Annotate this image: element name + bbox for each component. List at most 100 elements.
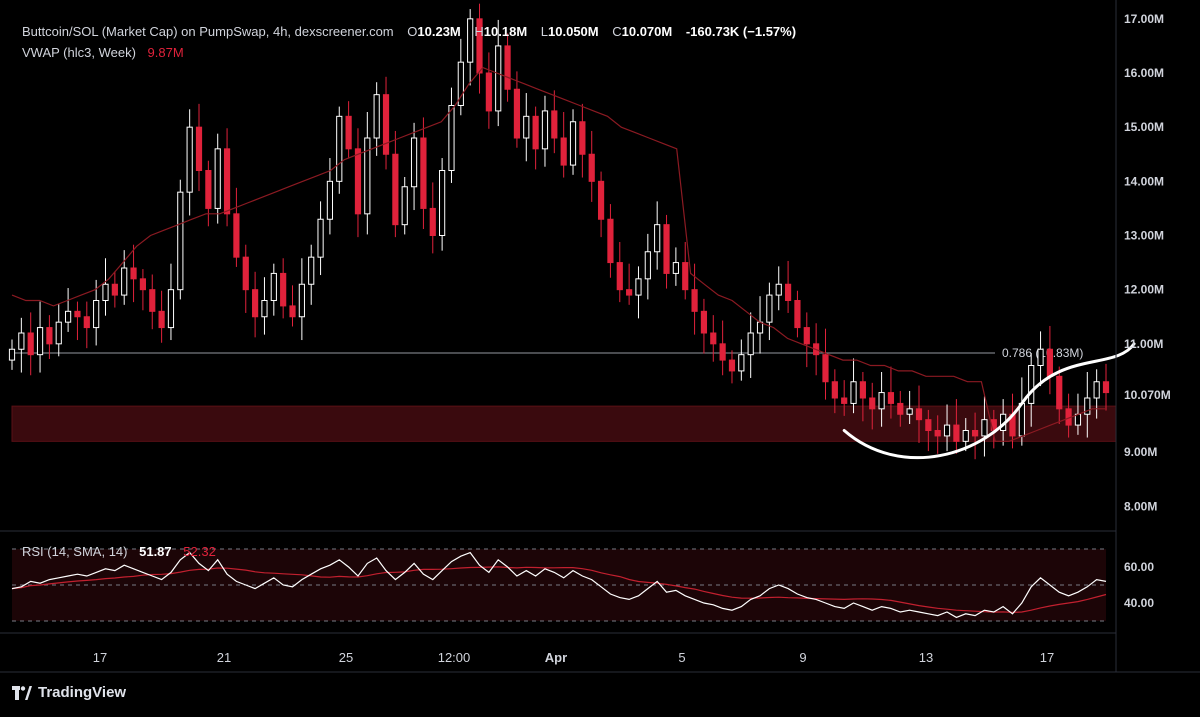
candle[interactable] [915,385,923,443]
candle[interactable] [401,177,408,235]
candle[interactable] [738,339,745,381]
rsi-legend-row[interactable]: RSI (14, SMA, 14) 51.87 52.32 [22,544,216,559]
candle[interactable] [869,382,876,430]
candle[interactable] [672,247,679,286]
candle[interactable] [747,312,754,378]
candle[interactable] [504,33,511,102]
candle[interactable] [803,312,810,368]
candle[interactable] [448,87,455,183]
candle[interactable] [149,274,156,330]
candle[interactable] [46,315,53,359]
candle[interactable] [654,201,661,270]
candle[interactable] [794,290,801,338]
candle[interactable] [953,399,960,454]
candle[interactable] [317,201,324,276]
candle[interactable] [186,109,193,216]
candle[interactable] [410,122,418,211]
candle[interactable] [102,258,109,316]
candle[interactable] [710,315,717,362]
candle[interactable] [579,103,586,178]
candle[interactable] [943,404,951,452]
candle[interactable] [485,52,492,129]
candle[interactable] [1084,372,1091,438]
candle[interactable] [177,179,184,300]
candles[interactable] [8,3,1110,460]
candle[interactable] [205,160,212,227]
candle[interactable] [663,214,670,289]
candle[interactable] [439,158,446,251]
candle[interactable] [850,358,857,414]
candle[interactable] [513,71,521,148]
candle[interactable] [971,412,979,460]
candle[interactable] [111,271,118,308]
candle[interactable] [766,282,773,341]
candle[interactable] [626,263,633,305]
chart-legend-row[interactable]: Buttcoin/SOL (Market Cap) on PumpSwap, 4… [22,24,796,39]
rounded-bottom-curve[interactable] [842,342,1136,460]
candle[interactable] [167,263,175,341]
candle[interactable] [784,260,792,313]
candle[interactable] [597,171,605,238]
candle[interactable] [93,279,100,346]
candle[interactable] [682,242,689,300]
candle[interactable] [728,350,736,384]
candle[interactable] [36,301,44,373]
candle[interactable] [841,380,848,416]
candle[interactable] [298,258,305,341]
candle[interactable] [887,366,895,419]
candle[interactable] [121,250,128,305]
candle[interactable] [644,233,651,300]
candle[interactable] [55,304,62,357]
candle[interactable] [392,130,399,238]
candle[interactable] [158,290,165,343]
candle[interactable] [1037,331,1044,387]
candle[interactable] [345,101,352,159]
time-axis[interactable]: 17 21 25 12:00 Apr 5 9 13 17 [93,650,1054,665]
candle[interactable] [261,277,268,335]
rsi-pane[interactable] [11,548,1107,622]
candle[interactable] [83,301,90,349]
candle[interactable] [719,320,726,376]
candle[interactable] [523,93,530,162]
candle[interactable] [822,328,829,400]
candle[interactable] [242,244,249,313]
candle[interactable] [457,38,464,116]
candle[interactable] [18,317,25,373]
candle[interactable] [532,106,539,170]
candle[interactable] [308,244,315,305]
candle[interactable] [8,339,16,370]
candle[interactable] [252,271,259,338]
candle[interactable] [859,372,866,422]
candle[interactable] [616,242,623,303]
candle[interactable] [1093,369,1100,419]
candle[interactable] [65,288,72,332]
candle[interactable] [354,128,362,238]
candle[interactable] [1056,366,1063,424]
candle[interactable] [139,269,147,311]
candle[interactable] [635,266,642,319]
candle[interactable] [551,90,558,154]
candle[interactable] [541,95,549,167]
candle[interactable] [607,204,614,278]
candle[interactable] [878,372,885,427]
candle[interactable] [1102,363,1110,411]
candle[interactable] [569,109,577,175]
candle[interactable] [195,103,203,192]
tradingview-logo[interactable]: TradingView [12,684,126,701]
candle[interactable] [588,130,595,202]
candle[interactable] [925,409,932,452]
candle[interactable] [467,9,474,86]
candle[interactable] [906,390,913,424]
rsi-axis[interactable]: 60.00 40.00 [1124,560,1154,610]
vwap-legend-row[interactable]: VWAP (hlc3, Week) 9.87M [22,45,184,60]
candle[interactable] [560,112,567,178]
candle[interactable] [233,187,240,267]
candle[interactable] [981,396,988,457]
candle[interactable] [700,298,708,354]
candle[interactable] [130,244,137,303]
candle[interactable] [223,128,231,227]
candle[interactable] [691,263,698,335]
candle[interactable] [373,82,380,156]
candle[interactable] [831,369,838,414]
